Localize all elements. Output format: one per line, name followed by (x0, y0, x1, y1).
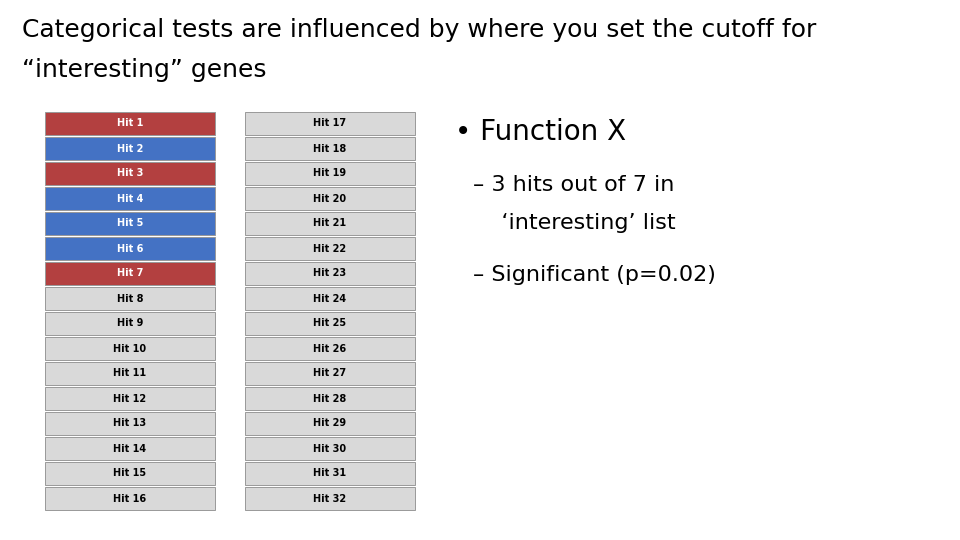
FancyBboxPatch shape (45, 262, 215, 285)
Text: Hit 26: Hit 26 (313, 343, 347, 354)
Text: Hit 31: Hit 31 (313, 469, 347, 478)
Text: Hit 12: Hit 12 (113, 394, 147, 403)
Text: Hit 5: Hit 5 (117, 219, 143, 228)
FancyBboxPatch shape (245, 362, 415, 385)
FancyBboxPatch shape (45, 162, 215, 185)
Text: Hit 24: Hit 24 (313, 294, 347, 303)
FancyBboxPatch shape (45, 212, 215, 235)
Text: Hit 30: Hit 30 (313, 443, 347, 454)
FancyBboxPatch shape (45, 312, 215, 335)
Text: Hit 2: Hit 2 (117, 144, 143, 153)
FancyBboxPatch shape (45, 112, 215, 135)
FancyBboxPatch shape (45, 237, 215, 260)
FancyBboxPatch shape (245, 487, 415, 510)
FancyBboxPatch shape (245, 187, 415, 210)
Text: Hit 20: Hit 20 (313, 193, 347, 204)
Text: Hit 21: Hit 21 (313, 219, 347, 228)
Text: Hit 28: Hit 28 (313, 394, 347, 403)
Text: Categorical tests are influenced by where you set the cutoff for: Categorical tests are influenced by wher… (22, 18, 816, 42)
Text: Hit 10: Hit 10 (113, 343, 147, 354)
Text: Hit 17: Hit 17 (313, 118, 347, 129)
Text: • Function X: • Function X (455, 118, 626, 146)
Text: Hit 7: Hit 7 (117, 268, 143, 279)
FancyBboxPatch shape (245, 212, 415, 235)
FancyBboxPatch shape (245, 237, 415, 260)
FancyBboxPatch shape (245, 312, 415, 335)
FancyBboxPatch shape (245, 437, 415, 460)
Text: Hit 11: Hit 11 (113, 368, 147, 379)
Text: “interesting” genes: “interesting” genes (22, 58, 267, 82)
Text: Hit 25: Hit 25 (313, 319, 347, 328)
Text: Hit 1: Hit 1 (117, 118, 143, 129)
Text: Hit 16: Hit 16 (113, 494, 147, 503)
Text: Hit 18: Hit 18 (313, 144, 347, 153)
FancyBboxPatch shape (45, 187, 215, 210)
Text: Hit 27: Hit 27 (313, 368, 347, 379)
Text: Hit 14: Hit 14 (113, 443, 147, 454)
Text: Hit 19: Hit 19 (313, 168, 347, 179)
FancyBboxPatch shape (45, 362, 215, 385)
FancyBboxPatch shape (245, 287, 415, 310)
FancyBboxPatch shape (245, 337, 415, 360)
Text: Hit 6: Hit 6 (117, 244, 143, 253)
Text: Hit 15: Hit 15 (113, 469, 147, 478)
FancyBboxPatch shape (245, 412, 415, 435)
FancyBboxPatch shape (45, 387, 215, 410)
Text: Hit 13: Hit 13 (113, 418, 147, 429)
Text: Hit 8: Hit 8 (117, 294, 143, 303)
FancyBboxPatch shape (45, 462, 215, 485)
Text: – 3 hits out of 7 in: – 3 hits out of 7 in (473, 175, 674, 195)
Text: Hit 32: Hit 32 (313, 494, 347, 503)
Text: Hit 4: Hit 4 (117, 193, 143, 204)
FancyBboxPatch shape (45, 487, 215, 510)
Text: Hit 23: Hit 23 (313, 268, 347, 279)
Text: – Significant (p=0.02): – Significant (p=0.02) (473, 265, 716, 285)
FancyBboxPatch shape (45, 337, 215, 360)
Text: ‘interesting’ list: ‘interesting’ list (473, 213, 676, 233)
FancyBboxPatch shape (45, 287, 215, 310)
Text: Hit 3: Hit 3 (117, 168, 143, 179)
Text: Hit 9: Hit 9 (117, 319, 143, 328)
FancyBboxPatch shape (245, 262, 415, 285)
Text: Hit 22: Hit 22 (313, 244, 347, 253)
FancyBboxPatch shape (45, 437, 215, 460)
FancyBboxPatch shape (245, 112, 415, 135)
FancyBboxPatch shape (245, 162, 415, 185)
FancyBboxPatch shape (245, 387, 415, 410)
FancyBboxPatch shape (45, 137, 215, 160)
FancyBboxPatch shape (245, 462, 415, 485)
FancyBboxPatch shape (45, 412, 215, 435)
FancyBboxPatch shape (245, 137, 415, 160)
Text: Hit 29: Hit 29 (313, 418, 347, 429)
